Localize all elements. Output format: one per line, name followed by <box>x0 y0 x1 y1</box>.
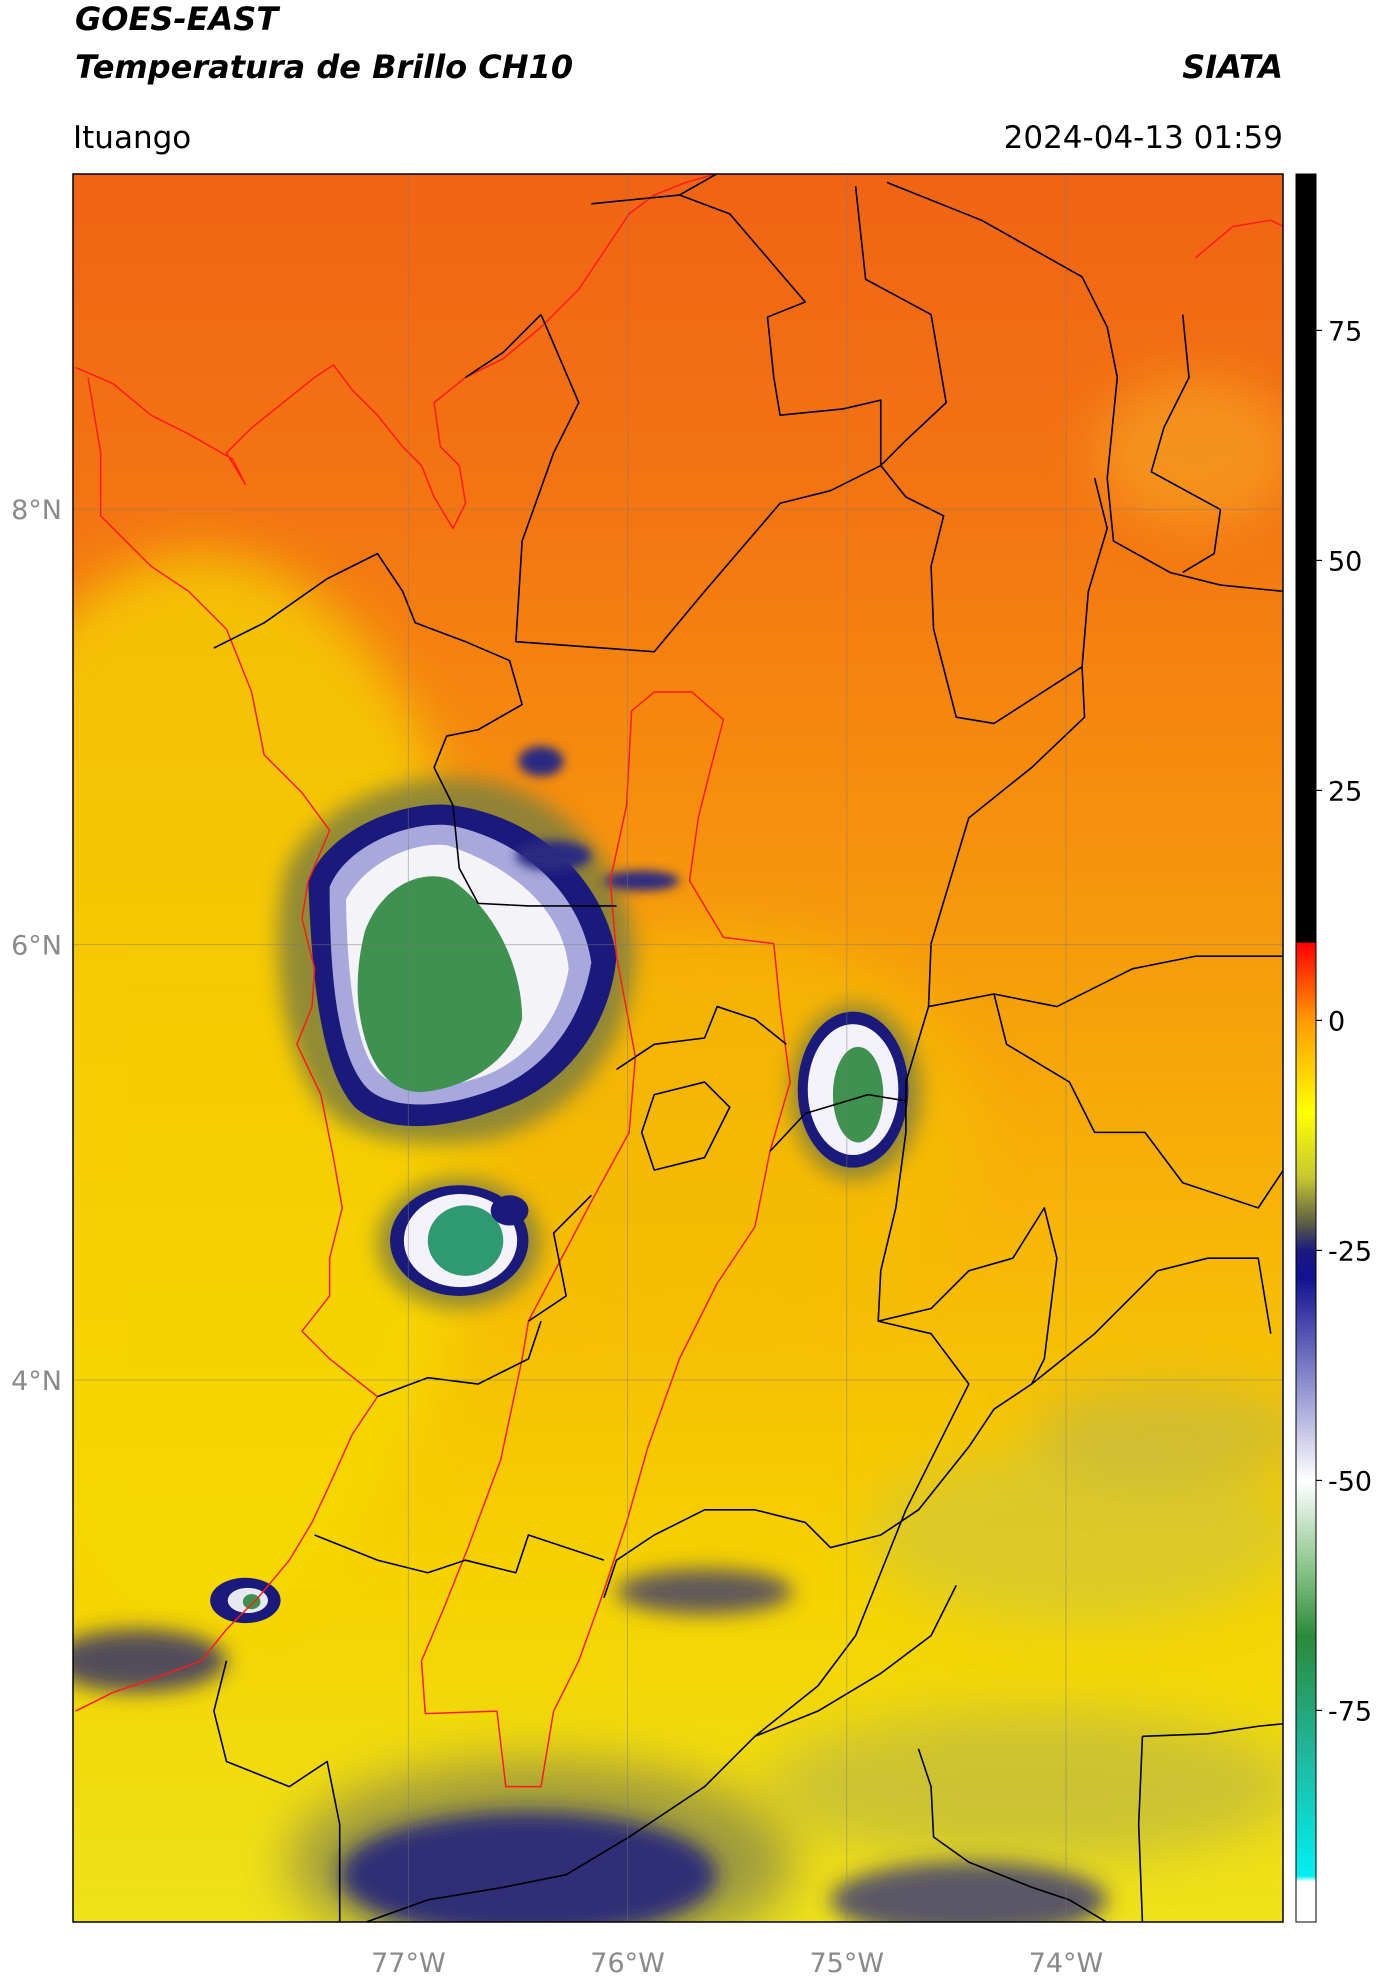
cloud-patch <box>72 1629 227 1693</box>
admin-borders <box>214 174 1283 1923</box>
location-label: Ituango <box>73 120 191 156</box>
cloud-patch <box>339 1811 718 1923</box>
grid <box>73 174 1283 1922</box>
source-label: SIATA <box>1182 48 1283 86</box>
colorbar-tick-label: 25 <box>1328 776 1362 807</box>
storm-wisp <box>515 840 592 871</box>
y-tick-label: 8°N <box>11 495 62 526</box>
x-tick-label: 76°W <box>590 1948 665 1979</box>
storm-core <box>427 1205 504 1276</box>
y-tick-label: 6°N <box>11 931 62 962</box>
cloud-patch <box>1031 1384 1284 1485</box>
map-frame <box>72 173 1284 1923</box>
colorbar-tick-label: 75 <box>1328 316 1362 347</box>
cloud-patch <box>868 1446 1284 1624</box>
x-tick-label: 74°W <box>1029 1948 1104 1979</box>
storm-core <box>242 1594 261 1610</box>
satellite-title: GOES-EAST <box>75 0 280 38</box>
storm-core <box>357 876 523 1093</box>
coastline <box>75 174 717 529</box>
storm-core <box>832 1046 884 1143</box>
coastline <box>1195 220 1283 258</box>
storm-wisp <box>490 1195 529 1226</box>
colorbar-tick-label: 50 <box>1328 546 1362 577</box>
cloud-patch <box>830 1862 1108 1923</box>
cloud-patch <box>616 1568 793 1615</box>
colorbar-tick-label: -25 <box>1328 1236 1372 1267</box>
field-patch <box>1094 377 1284 529</box>
map-field <box>72 174 1284 1923</box>
colorbar <box>1295 173 1317 1923</box>
colorbar-tick-label: -50 <box>1328 1466 1372 1497</box>
coastline <box>75 377 377 1711</box>
x-tick-label: 77°W <box>371 1948 446 1979</box>
x-tick-label: 75°W <box>810 1948 885 1979</box>
y-tick-label: 4°N <box>11 1366 62 1397</box>
colorbar-tick-label: -75 <box>1328 1696 1372 1727</box>
datetime-label: 2024-04-13 01:59 <box>1004 120 1283 156</box>
cloud-patch <box>767 1711 1284 1863</box>
storm-wisp <box>603 870 680 891</box>
storm-wisp <box>518 746 564 777</box>
colorbar-tick-label: 0 <box>1328 1006 1345 1037</box>
product-title: Temperatura de Brillo CH10 <box>75 48 573 86</box>
basin-outline <box>421 692 790 1787</box>
